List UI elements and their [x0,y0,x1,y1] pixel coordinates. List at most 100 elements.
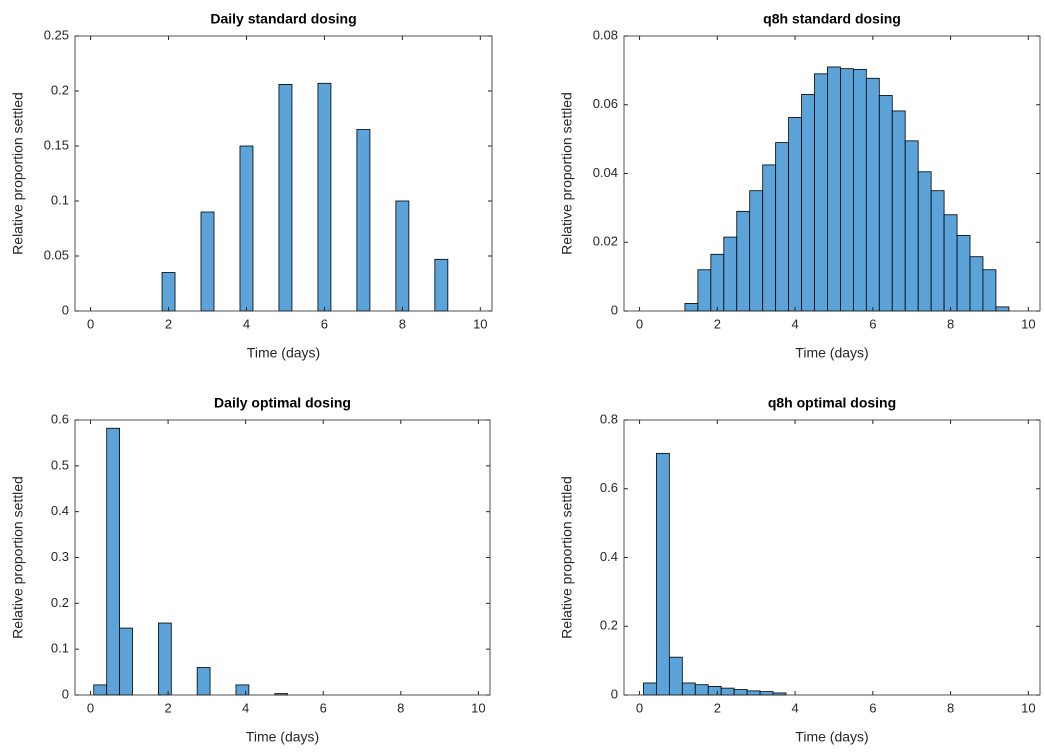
y-tick-label: 0.4 [51,503,69,518]
bar [749,190,764,312]
bar [655,452,670,696]
x-tick-label: 8 [947,700,954,715]
bar [434,258,449,312]
y-tick-label: 0.1 [51,192,69,207]
x-axis-label: Time (days) [795,345,868,361]
bar [775,142,789,312]
x-tick-label: 0 [87,316,94,331]
x-axis-label: Time (days) [247,345,320,361]
x-tick-label: 2 [165,316,172,331]
y-tick-label: 0.4 [600,549,618,564]
bar [943,214,958,312]
bar [681,682,696,696]
x-tick-label: 10 [1021,700,1035,715]
bar [969,256,984,312]
bar [697,269,712,312]
bar [736,210,751,312]
x-tick-label: 2 [714,316,721,331]
bar [878,95,893,312]
bar [904,140,919,312]
bar [995,306,1010,312]
bar [720,687,735,696]
axes-background [624,420,1040,695]
x-tick-label: 2 [164,700,171,715]
y-tick-label: 0 [62,302,69,317]
x-tick-label: 8 [947,316,954,331]
bar [814,73,828,312]
x-tick-label: 10 [1021,316,1035,331]
y-tick-label: 0.06 [593,96,618,111]
y-axis-label: Relative proportion settled [559,92,575,255]
y-tick-label: 0.15 [44,137,69,152]
x-tick-label: 4 [242,700,249,715]
x-tick-label: 8 [397,700,404,715]
bar [827,66,841,312]
chart-title: Daily optimal dosing [214,395,351,411]
bar [684,303,699,312]
bar [891,110,906,312]
y-tick-label: 0.6 [51,411,69,426]
axes-box [74,35,493,312]
bar [278,84,293,312]
y-tick-label: 0.2 [51,82,69,97]
x-tick-label: 6 [869,700,876,715]
bar [930,190,945,312]
bar [788,117,802,312]
x-axis-label: Time (days) [246,729,319,745]
y-tick-label: 0.2 [600,618,618,633]
bar [106,427,121,696]
y-axis-label: Relative proportion settled [10,476,26,639]
bar [235,684,250,696]
bar [317,82,332,312]
bar [723,236,738,312]
bar [982,269,997,312]
y-axis-label: Relative proportion settled [559,476,575,639]
bar [694,684,709,696]
bar [239,145,254,312]
bar [733,689,748,696]
bar [956,234,971,312]
y-tick-label: 0 [611,302,618,317]
x-tick-label: 0 [636,316,643,331]
x-axis-label: Time (days) [795,729,868,745]
bar [865,77,880,312]
x-tick-label: 2 [714,700,721,715]
bar [643,682,657,696]
y-tick-label: 0.02 [593,234,618,249]
x-tick-label: 0 [87,700,94,715]
x-tick-label: 6 [869,316,876,331]
x-tick-label: 6 [321,316,328,331]
y-tick-label: 0.3 [51,549,69,564]
bar [762,164,777,312]
y-tick-label: 0.2 [51,595,69,610]
x-tick-label: 0 [636,700,643,715]
bar [161,272,176,312]
y-tick-label: 0.25 [44,27,69,42]
x-tick-label: 4 [791,316,798,331]
bar [840,68,854,312]
y-tick-label: 0.1 [51,641,69,656]
bar [196,667,211,696]
chart-title: q8h optimal dosing [768,395,896,411]
bar [852,68,867,312]
bar [707,686,722,696]
bar [119,627,133,696]
y-axis-label: Relative proportion settled [10,92,26,255]
x-tick-label: 10 [471,700,485,715]
bar [200,211,215,312]
bar [801,94,815,312]
chart-title: Daily standard dosing [210,11,356,27]
y-tick-label: 0.5 [51,457,69,472]
y-tick-label: 0 [62,686,69,701]
bar [917,171,932,312]
bar [710,253,725,312]
y-tick-label: 0.05 [44,247,69,262]
y-tick-label: 0.04 [593,165,618,180]
y-tick-label: 0.6 [600,480,618,495]
x-tick-label: 8 [399,316,406,331]
x-tick-label: 6 [320,700,327,715]
bar [356,129,371,312]
x-tick-label: 10 [473,316,487,331]
bar [395,200,410,312]
